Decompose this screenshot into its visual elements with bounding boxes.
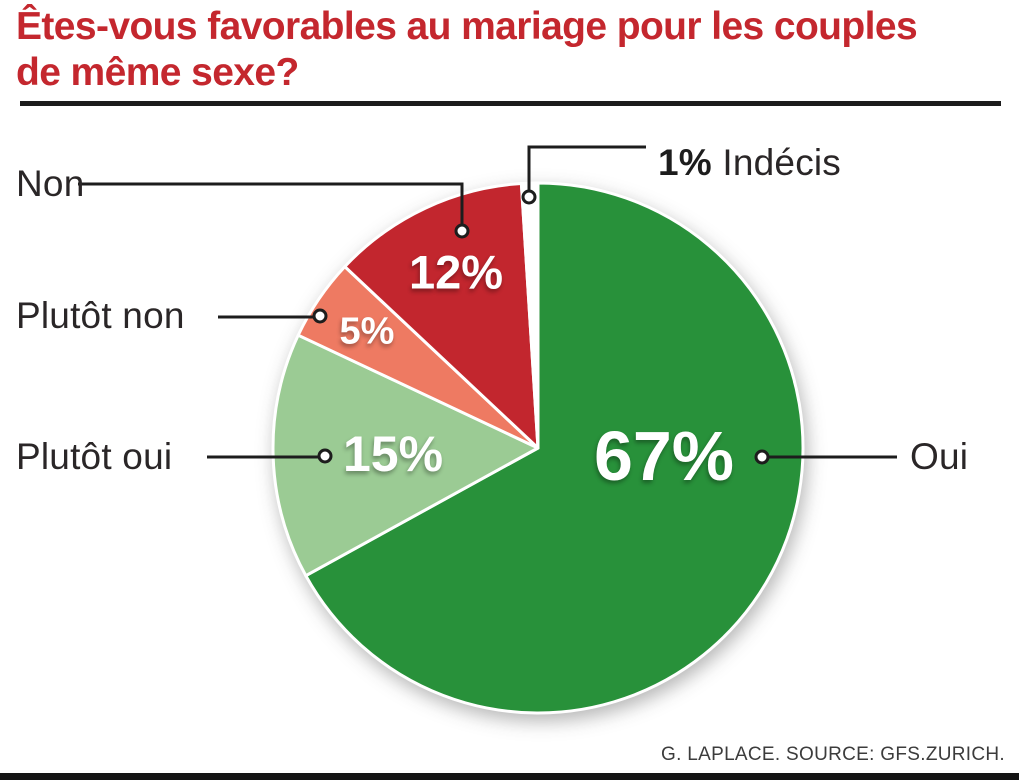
value-plutot-oui: 15% [342,426,444,482]
label-plutot-non: Plutôt non [16,295,185,336]
value-plutot-non: 5% [339,310,395,353]
leader-line-indecis [527,145,646,190]
label-indecis-text: Indécis [722,142,842,183]
marker-non [454,223,470,239]
label-indecis: 1% Indécis [658,142,841,184]
marker-plutot-oui [317,448,333,464]
label-oui: Oui [910,436,969,477]
leader-lines [78,145,897,465]
pie-slices [271,181,805,715]
marker-plutot-non [312,308,328,324]
page-title-line-1: Êtes-vous favorables au mariage pour les… [16,5,918,48]
label-plutot-oui: Plutôt oui [16,436,173,477]
page-title-line-2: de même sexe? [16,51,299,94]
page-title: Êtes-vous favorables au mariage pour les… [16,4,1006,96]
pie-slice-oui [304,181,805,715]
source-credit: G. LAPLACE. SOURCE: GFS.ZURICH. [661,744,1005,765]
leader-line-non [78,182,464,224]
value-indecis: 1% [658,142,712,183]
marker-indecis [521,189,537,205]
bottom-border [0,773,1019,780]
value-non: 12% [408,245,504,299]
value-oui: 67% [593,417,735,495]
label-non: Non [16,163,85,204]
marker-oui [754,449,770,465]
title-divider [20,101,1001,106]
pie-slice-non [343,182,540,450]
